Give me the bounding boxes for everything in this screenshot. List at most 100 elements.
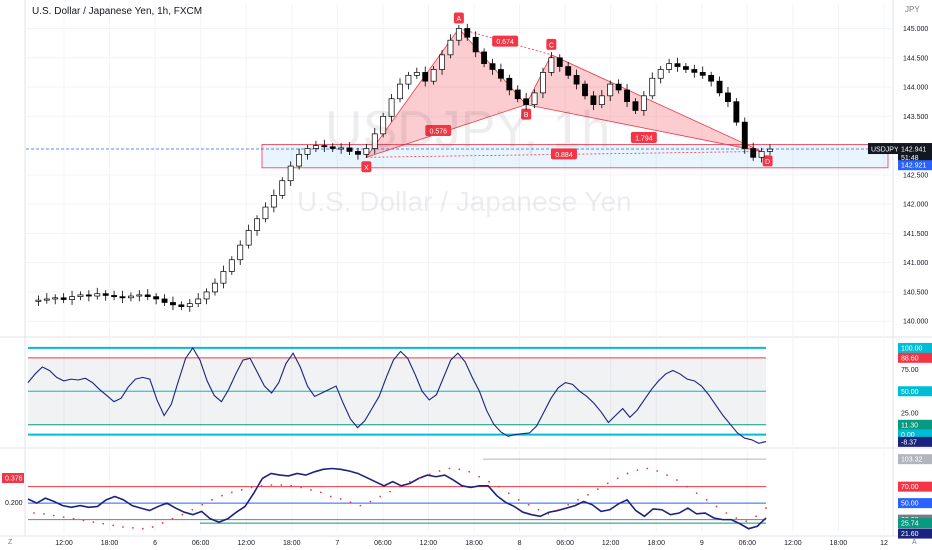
candle-down: [741, 121, 748, 149]
osc2-dot: [567, 503, 570, 506]
chart-title: U.S. Dollar / Japanese Yen, 1h, FXCM: [32, 6, 203, 17]
timezone-z-label[interactable]: Z: [8, 539, 13, 546]
osc2-dot: [666, 474, 668, 476]
candle-down: [699, 72, 706, 76]
candle-up: [237, 244, 244, 261]
osc1-level-tag: 11.30: [901, 422, 918, 429]
osc2-dot: [438, 470, 441, 472]
osc2-level-tag-bg: [898, 481, 932, 492]
osc2-dot: [349, 501, 352, 504]
osc2-value-tag: 21.60: [901, 531, 919, 538]
osc2-dot: [517, 498, 520, 501]
osc2-dot: [537, 508, 540, 511]
pattern-point-badge: [546, 38, 557, 50]
price-tick-label: 144.500: [903, 55, 928, 62]
price-tick-label: 145.000: [903, 26, 928, 33]
osc2-dot: [171, 517, 174, 520]
osc2-dot: [161, 522, 164, 524]
price-tick-label: 141.500: [903, 231, 928, 238]
osc2-dot: [33, 512, 35, 514]
time-tick-label: 7: [335, 540, 339, 547]
osc2-dot: [577, 498, 579, 501]
candle-down: [725, 92, 731, 103]
osc2-dot: [399, 485, 401, 488]
candle-up: [220, 271, 227, 284]
osc2-dot: [428, 473, 431, 476]
osc2-dot: [587, 493, 589, 496]
candle-down: [750, 148, 757, 158]
candle-up: [77, 294, 84, 297]
price-tick-label: 142.500: [903, 172, 928, 179]
auto-scale-button[interactable]: A: [912, 539, 917, 546]
candle-up: [413, 72, 420, 76]
price-tick-label: 141.000: [903, 260, 928, 267]
osc2-dot: [379, 495, 382, 498]
osc2-dot: [735, 517, 738, 519]
osc1-level-tag-bg: [898, 386, 932, 397]
candle-up: [455, 28, 462, 41]
time-tick-label: 12:00: [784, 540, 802, 547]
osc2-dot: [547, 512, 550, 515]
candle-up: [304, 148, 311, 155]
osc2-dot: [705, 498, 708, 501]
osc2-dot: [765, 507, 767, 509]
osc2-value-tag-bg: [898, 528, 932, 539]
osc2-dot: [685, 485, 688, 488]
candle-down: [170, 302, 176, 306]
candle-down: [85, 294, 92, 297]
candle-down: [523, 98, 530, 105]
osc2-dot: [201, 503, 204, 506]
time-tick-label: 12:00: [237, 540, 255, 547]
candle-up: [531, 92, 538, 105]
candle-up: [540, 72, 546, 94]
candle-up: [640, 95, 647, 111]
osc2-dot: [557, 508, 560, 511]
candle-up: [607, 83, 614, 97]
time-tick-label: 18:00: [647, 540, 665, 547]
pattern-ratio-label: 1.794: [635, 136, 653, 143]
pattern-ratio-badge: [492, 35, 519, 47]
candle-down: [615, 83, 622, 91]
candle-down: [422, 72, 429, 82]
candle-down: [716, 80, 723, 94]
candle-up: [279, 180, 286, 196]
osc2-dot: [221, 494, 223, 497]
osc2-dot: [82, 519, 85, 522]
osc2-dot: [122, 526, 124, 528]
osc2-dot: [290, 484, 293, 487]
candle-up: [228, 259, 235, 272]
osc2-dot: [715, 505, 718, 508]
osc2-dot: [62, 516, 65, 519]
osc2-dot: [52, 514, 55, 517]
price-tick-label: 140.000: [903, 319, 928, 326]
osc2-dot: [92, 521, 95, 524]
osc2-dot: [319, 491, 322, 494]
osc2-dot: [755, 515, 758, 518]
osc2-dot: [498, 485, 500, 488]
secondary-price-tag: 142.921: [901, 163, 926, 170]
current-price-tag-bg: [898, 143, 932, 164]
candle-down: [119, 296, 126, 299]
osc2-dot: [458, 468, 461, 471]
candle-up: [254, 218, 260, 231]
candle-up: [195, 298, 202, 305]
osc2-dot: [369, 500, 372, 503]
osc1-level-tag: 25.00: [901, 410, 919, 417]
candle-up: [94, 293, 101, 297]
candle-down: [632, 101, 639, 111]
osc2-dot: [270, 484, 273, 486]
osc2-dot: [596, 488, 599, 491]
candle-down: [346, 147, 353, 152]
pattern-point-label: B: [524, 112, 529, 119]
price-tick-label: 142.000: [903, 202, 928, 209]
time-tick-label: 18:00: [283, 540, 301, 547]
osc1-value-tag: -8.37: [901, 439, 917, 446]
candle-up: [548, 57, 555, 73]
candle-up: [338, 147, 345, 150]
pattern-ratio-label: 0.576: [429, 128, 447, 135]
osc2-dot: [339, 498, 342, 500]
candle-down: [514, 89, 521, 100]
pattern-ratio-label: 0.674: [496, 39, 514, 46]
